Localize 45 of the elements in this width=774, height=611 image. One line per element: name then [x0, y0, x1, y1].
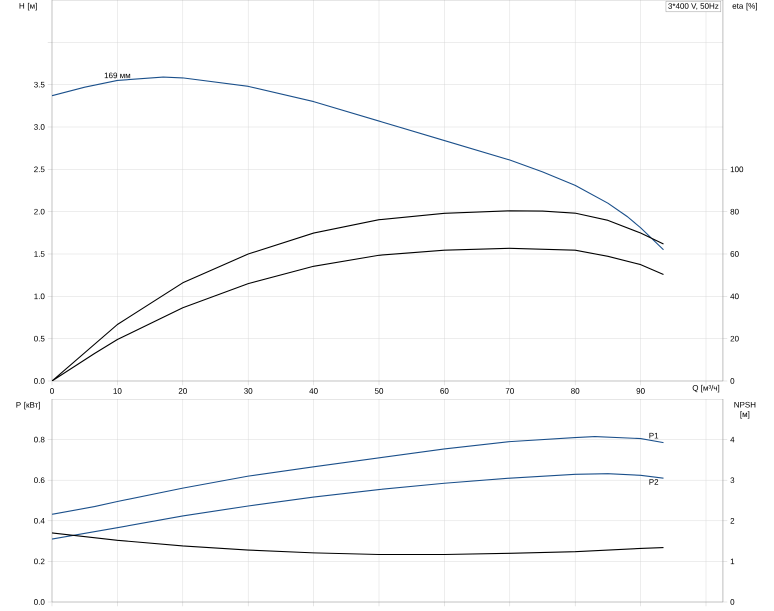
y2-tick-label: 0 [730, 599, 734, 605]
y-tick-label: 0.2 [34, 558, 44, 564]
x-tick-label: 90 [636, 388, 645, 394]
x-tick-label: 10 [114, 388, 122, 394]
y-tick-label: 1.5 [34, 251, 45, 257]
y2-tick-label: 4 [730, 436, 734, 442]
y-tick-label: 0.6 [34, 477, 45, 484]
annotation: P1 [649, 432, 658, 438]
line-series [52, 532, 664, 556]
y2-tick-label: 60 [730, 251, 739, 257]
x-tick-label: 50 [374, 388, 384, 394]
x-tick-label: 30 [244, 388, 252, 394]
y-tick-label: 1.0 [34, 294, 45, 300]
y2-tick-label: 80 [730, 208, 739, 214]
series-label: 169 мм [104, 72, 130, 78]
y2-tick-label: 3 [730, 477, 734, 484]
x-tick-label: 0 [50, 388, 54, 394]
annotation: P2 [649, 479, 658, 485]
y2-axis-title: NPSH [м] [734, 402, 756, 419]
y-tick-label: 3.0 [34, 124, 45, 130]
y2-tick-label: 100 [730, 166, 744, 172]
y-tick-label: 3.5 [34, 82, 45, 88]
y-tick-label: 2.5 [34, 166, 45, 172]
x-tick-label: 80 [571, 388, 580, 394]
x-tick-label: 70 [506, 388, 514, 394]
y2-axis-title: eta [%] [732, 2, 757, 10]
y2-tick-label: 0 [730, 378, 734, 384]
y2-tick-label: 20 [730, 336, 739, 342]
y-tick-label: 0.4 [34, 518, 45, 524]
y-tick-label: 2.0 [34, 208, 45, 214]
chart-title: 3*400 V, 50Hz [668, 3, 718, 10]
x-tick-label: 20 [178, 388, 187, 394]
x-axis-title: Q [м³/ч] [692, 384, 720, 392]
x-tick-label: 40 [309, 388, 318, 394]
y-tick-label: 0.0 [34, 599, 45, 605]
y-axis-title: H [м] [20, 2, 37, 10]
y-tick-label: 0.5 [34, 336, 45, 342]
y2-tick-label: 2 [730, 518, 734, 524]
y2-tick-label: 40 [730, 294, 739, 300]
y2-tick-label: 1 [730, 558, 734, 564]
y-tick-label: 0.8 [34, 436, 45, 442]
x-tick-label: 60 [440, 388, 449, 394]
line-series [52, 473, 664, 540]
y-tick-label: 0.0 [34, 378, 45, 384]
y-axis-title: P [кВт] [16, 402, 40, 410]
